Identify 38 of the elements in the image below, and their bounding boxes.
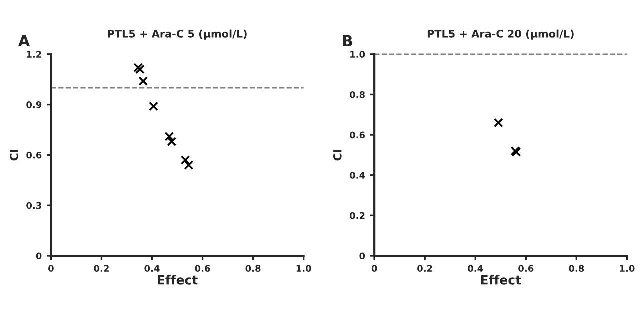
point	[164, 132, 174, 142]
x-tick-label: 0.4	[144, 265, 160, 272]
y-tick-label: 0	[36, 252, 42, 260]
y-tick-label: 0.3	[26, 202, 42, 210]
x-tick-label: 0.8	[246, 265, 261, 272]
x-tick-label: 1.0	[296, 265, 312, 272]
x-tick-label: 0.6	[195, 265, 210, 272]
x-tick-label: 0.4	[468, 265, 484, 272]
x-tick-label: 0	[372, 265, 378, 272]
y-tick-label: 1.2	[27, 51, 42, 58]
x-tick-label: 0.2	[94, 265, 109, 272]
point	[149, 102, 158, 112]
x-tick-label: 1.0	[620, 265, 635, 272]
chart-title: PTL5 + Ara-C 5 (μmol/L)	[108, 30, 247, 40]
y-axis-title: CI	[333, 150, 342, 161]
x-tick-label: 0.2	[418, 265, 432, 272]
y-tick-label: 0.9	[26, 102, 42, 108]
chart-title: PTL5 + Ara-C 20 (μmol/L)	[428, 30, 574, 40]
y-tick-label: 0	[360, 252, 366, 260]
y-tick-label: 0.4	[350, 172, 366, 179]
point	[167, 137, 177, 146]
y-tick-label: 0.2	[350, 212, 365, 220]
x-axis-title: Effect	[158, 275, 198, 285]
point	[138, 76, 148, 86]
x-tick-label: 0.6	[518, 265, 534, 272]
y-tick-label: 0.6	[26, 152, 42, 159]
y-tick-label: 1.0	[350, 51, 366, 58]
text: B	[343, 35, 352, 47]
x-tick-label: 0	[48, 265, 54, 272]
point	[494, 118, 504, 128]
y-tick-label: 0.8	[350, 91, 365, 98]
x-axis-title: Effect	[481, 275, 522, 285]
x-tick-label: 0.8	[569, 265, 584, 272]
y-tick-label: 0.6	[350, 132, 366, 139]
point	[184, 160, 194, 170]
point	[180, 156, 190, 165]
text: A	[18, 35, 30, 47]
y-axis-title: CI	[10, 150, 18, 161]
